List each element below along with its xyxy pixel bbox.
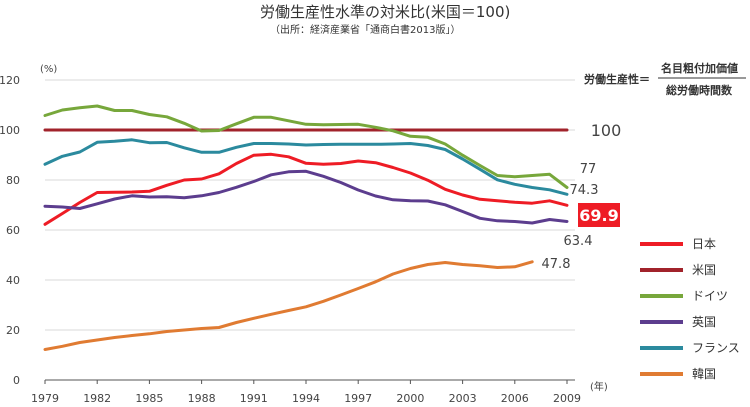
x-tick-label: 1979 <box>31 392 59 405</box>
x-tick-label: 1991 <box>240 392 268 405</box>
x-tick-label: 2003 <box>449 392 477 405</box>
highlight-value: 69.9 <box>579 206 618 225</box>
x-tick-label: 1985 <box>135 392 163 405</box>
legend-label: 英国 <box>692 315 716 329</box>
x-tick-label: 1994 <box>292 392 320 405</box>
end-labels: 100 77 63.4 74.3 47.8 <box>542 121 622 272</box>
legend-label: フランス <box>692 341 740 355</box>
y-tick-label: 0 <box>13 374 20 387</box>
series-line-2 <box>43 104 569 189</box>
x-tick-label: 1988 <box>188 392 216 405</box>
end-label: 47.8 <box>542 257 571 272</box>
x-tick-label: 2000 <box>396 392 424 405</box>
legend-label: 日本 <box>692 237 716 251</box>
legend-label: ドイツ <box>692 289 728 303</box>
chart-title: 労働生産性水準の対米比(米国＝100) <box>260 3 510 21</box>
y-tick-label: 40 <box>6 274 20 287</box>
y-tick-label: 120 <box>0 74 20 87</box>
highlight-box <box>578 203 620 227</box>
legend-label: 韓国 <box>692 367 716 381</box>
x-tick-label: 2009 <box>553 392 581 405</box>
japan-value-highlight: 69.9 <box>578 203 620 227</box>
series-line-3 <box>43 169 569 225</box>
series-line-0 <box>43 152 569 226</box>
y-tick-label: 100 <box>0 124 20 137</box>
y-unit-label: (%) <box>40 64 57 75</box>
series-line-5 <box>43 260 534 351</box>
x-unit-label: (年) <box>590 380 608 393</box>
end-label: 77 <box>580 162 597 177</box>
x-tick-label: 2006 <box>501 392 529 405</box>
formula-lhs: 労働生産性＝ <box>584 72 650 86</box>
x-tick-label: 1982 <box>83 392 111 405</box>
formula-numerator: 名目粗付加価値 <box>661 61 738 75</box>
x-tick-label: 1997 <box>344 392 372 405</box>
y-tick-label: 60 <box>6 224 20 237</box>
series-line-4 <box>43 138 569 196</box>
end-label: 74.3 <box>570 183 599 198</box>
legend-label: 米国 <box>692 263 716 277</box>
end-label: 63.4 <box>564 234 593 249</box>
formula-denominator: 総労働時間数 <box>666 83 733 97</box>
productivity-formula: 労働生産性＝ 名目粗付加価値 総労働時間数 <box>584 61 746 97</box>
chart-subtitle: （出所：経済産業省「通商白書2013版」） <box>270 23 460 36</box>
grid-lines <box>45 79 575 331</box>
axes: 0 20 40 60 80 100 120 1979 1982 1985 1988 1991 1994 1… <box>0 74 581 405</box>
y-tick-label: 20 <box>6 324 20 337</box>
y-tick-label: 80 <box>6 174 20 187</box>
series-layer <box>43 104 569 351</box>
end-label: 100 <box>591 121 622 140</box>
